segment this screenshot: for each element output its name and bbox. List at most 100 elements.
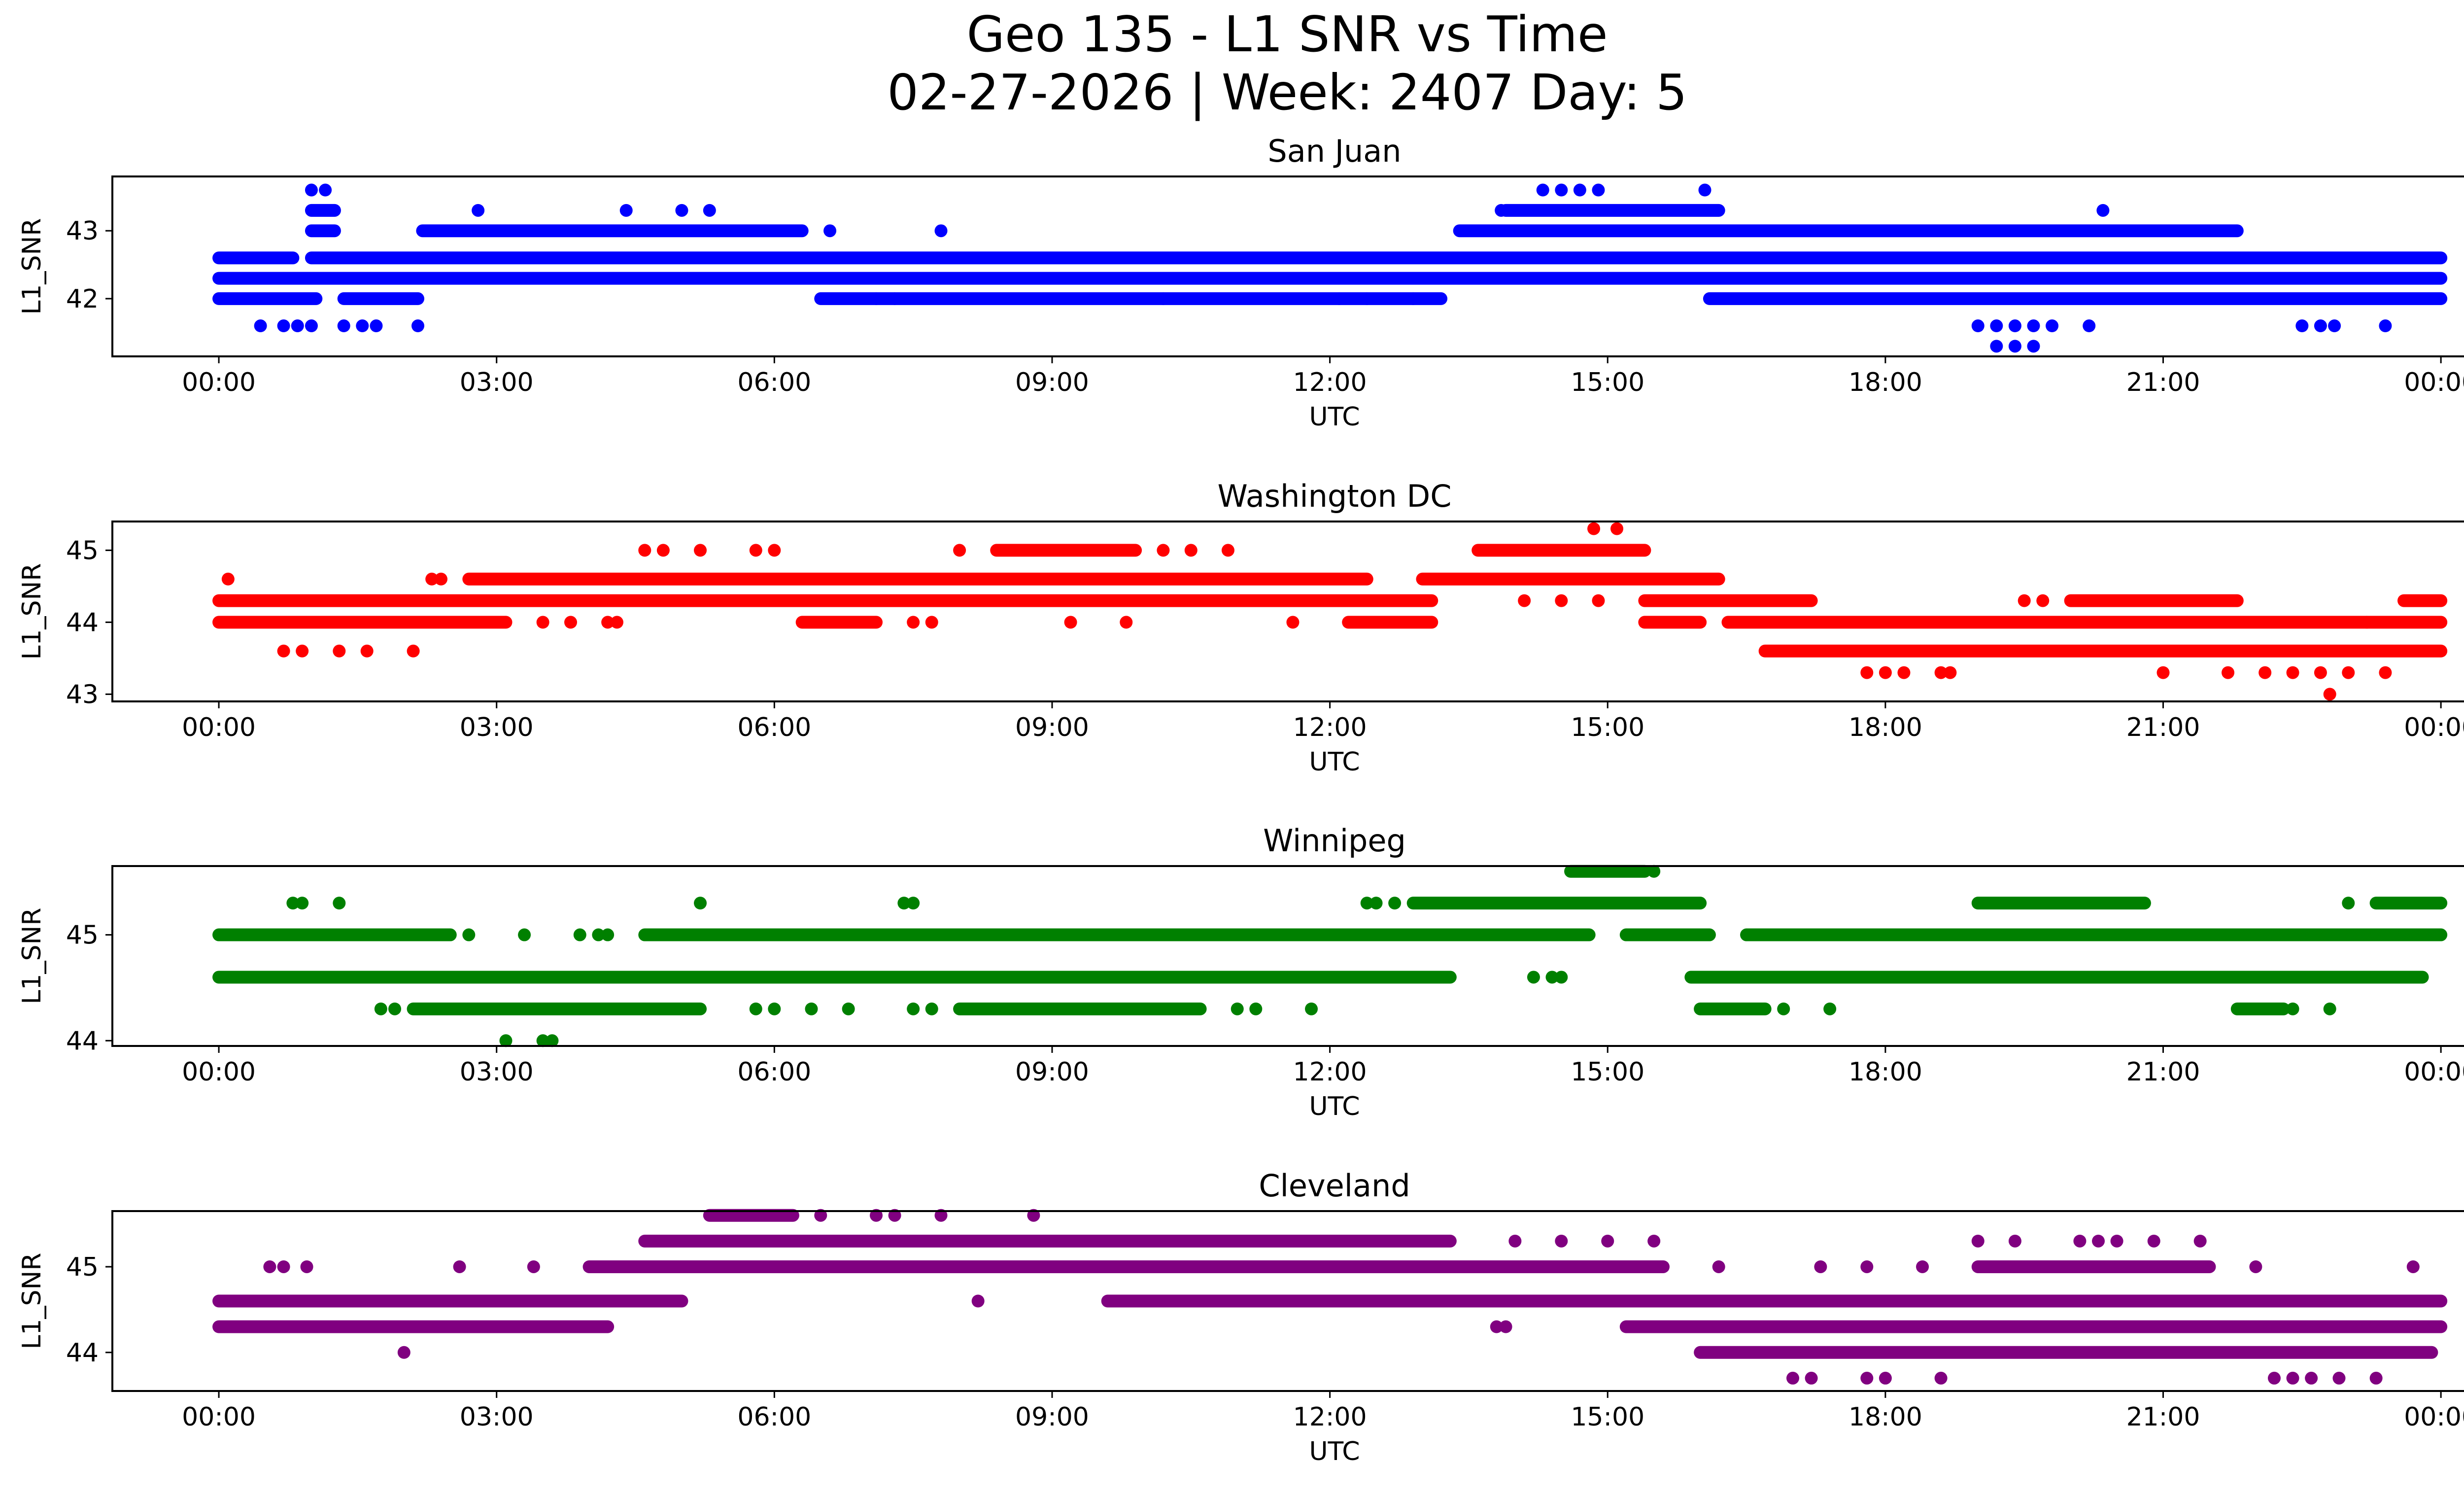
data-point [2008, 319, 2021, 333]
y-tick-label: 42 [66, 284, 99, 314]
data-point [518, 928, 531, 941]
data-point [1555, 1234, 1568, 1248]
data-band [795, 616, 883, 629]
data-band [1499, 204, 1725, 217]
data-point [2379, 666, 2392, 679]
data-band [212, 1294, 688, 1308]
data-band [990, 544, 1142, 557]
x-tick-label: 12:00 [1293, 368, 1367, 397]
data-point [2073, 1234, 2087, 1248]
y-tick-label: 45 [66, 536, 99, 565]
data-point [1555, 971, 1568, 984]
data-point [1712, 1260, 1725, 1273]
data-point [1944, 666, 1957, 679]
data-point [2193, 1234, 2207, 1248]
data-point [897, 897, 911, 910]
data-band [212, 251, 300, 265]
axes-frame [111, 175, 2464, 357]
data-point [296, 644, 309, 658]
y-tick-label: 44 [66, 608, 99, 637]
subplots: San Juan 00:00 03:00 06:00 09:00 12:00 15:00 18… [17, 133, 2464, 1466]
data-band [1971, 1260, 2216, 1273]
x-tick-label: 03:00 [460, 713, 534, 742]
data-point [472, 204, 485, 217]
data-points [212, 522, 2448, 701]
data-point [1406, 292, 1420, 305]
data-point [1860, 1260, 1874, 1273]
data-point [1286, 616, 1300, 629]
x-tick-label: 12:00 [1293, 713, 1367, 742]
data-point [1647, 865, 1661, 878]
data-point [1333, 292, 1346, 305]
x-tick-label: 03:00 [460, 1057, 534, 1087]
data-point [305, 319, 318, 333]
x-tick-label: 21:00 [2126, 1402, 2200, 1432]
data-point [2027, 340, 2040, 353]
x-tick-label: 09:00 [1015, 368, 1089, 397]
data-point [601, 616, 615, 629]
data-band [1638, 594, 1818, 607]
data-point [601, 928, 615, 941]
x-tick-label: 03:00 [460, 368, 534, 397]
data-band [212, 594, 1438, 607]
data-point [805, 1002, 818, 1015]
data-point [814, 1209, 827, 1222]
data-band [582, 1260, 1670, 1273]
data-point [907, 897, 920, 910]
data-band [1619, 928, 1716, 941]
data-point [1860, 666, 1874, 679]
data-point [2286, 1371, 2299, 1385]
data-point [2027, 319, 2040, 333]
data-band [2064, 594, 2244, 607]
data-point [1971, 1234, 1985, 1248]
x-tick-label: 00:00 [182, 368, 256, 397]
data-point [2342, 897, 2355, 910]
data-point [291, 319, 304, 333]
data-point [564, 616, 577, 629]
data-point [527, 1260, 540, 1273]
x-tick-label: 06:00 [737, 368, 811, 397]
data-point [749, 544, 762, 557]
data-point [1360, 292, 1373, 305]
data-point [2249, 1260, 2262, 1273]
y-tick-label: 43 [66, 216, 99, 246]
data-point [1860, 1371, 1874, 1385]
data-point [2259, 666, 2272, 679]
data-band [305, 251, 2448, 265]
data-points [212, 865, 2448, 1047]
axes-frame [111, 521, 2464, 702]
data-band [1971, 897, 2151, 910]
data-band [1564, 865, 1651, 878]
data-point [694, 897, 707, 910]
data-band [1472, 544, 1651, 557]
data-point [319, 183, 332, 197]
data-point [2379, 319, 2392, 333]
subplot-title: San Juan [1267, 133, 1401, 169]
data-point [1157, 292, 1170, 305]
data-point [277, 1260, 290, 1273]
x-tick-label: 09:00 [1015, 1402, 1089, 1432]
data-point [356, 319, 369, 333]
y-axis-label: L1_SNR [17, 563, 47, 660]
figure-title-line1: Geo 135 - L1 SNR vs Time [967, 5, 1608, 63]
data-band [1740, 928, 2448, 941]
x-tick-label: 21:00 [2126, 1057, 2200, 1087]
y-tick-label: 45 [66, 1252, 99, 1282]
data-point [397, 1346, 411, 1359]
data-point [888, 1209, 901, 1222]
data-band [638, 928, 1596, 941]
data-point [1027, 1209, 1040, 1222]
data-point [573, 928, 586, 941]
subplot-washington-dc: Washington DC 00:00 03:00 06:00 09:00 12:00 15… [17, 478, 2464, 777]
data-point [2314, 666, 2327, 679]
data-point [656, 544, 670, 557]
data-point [925, 1002, 938, 1015]
data-point [1592, 594, 1605, 607]
data-point [888, 292, 901, 305]
data-point [333, 897, 346, 910]
data-point [277, 644, 290, 658]
x-axis-label: UTC [1309, 1092, 1360, 1121]
x-tick-label: 12:00 [1293, 1402, 1367, 1432]
data-point [703, 204, 716, 217]
